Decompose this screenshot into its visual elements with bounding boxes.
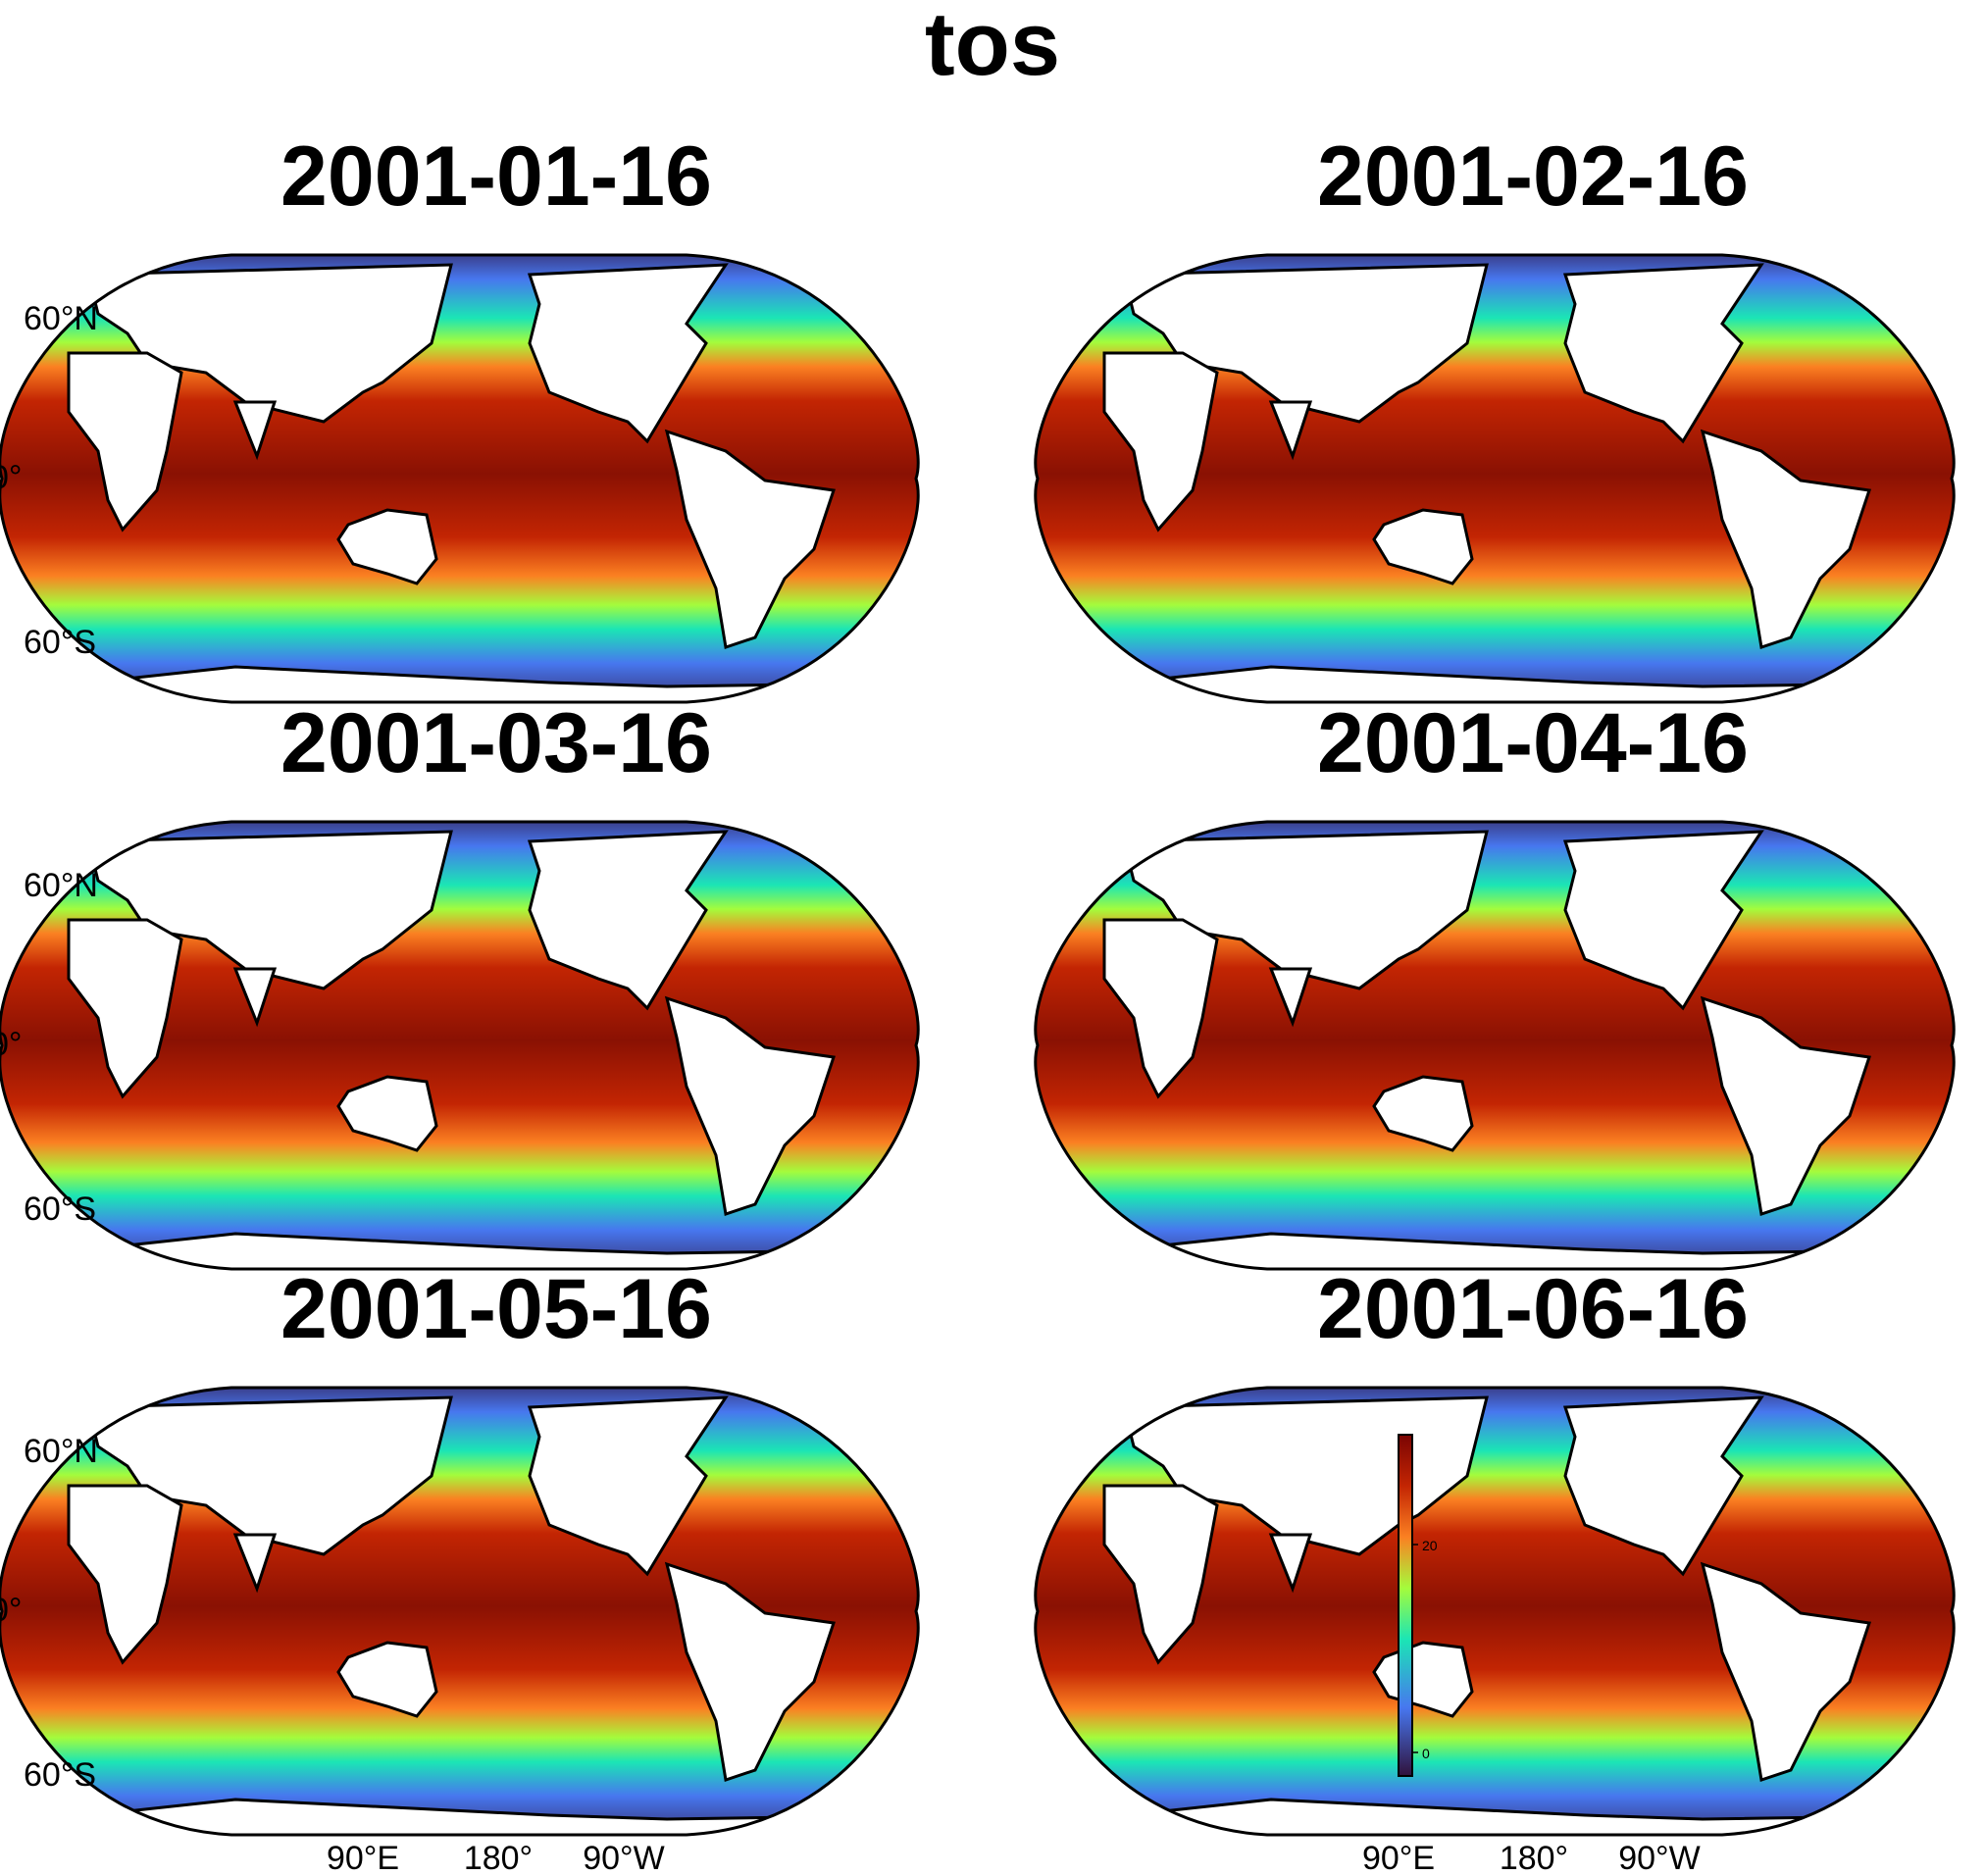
land-north-america — [1562, 1395, 1764, 1577]
land-africa — [67, 1484, 183, 1665]
land-north-america — [1562, 263, 1764, 444]
longitude-labels: 90°E 180° 90°W 90°E 180° 90°W — [327, 1840, 1701, 1876]
land-south-america — [1700, 995, 1871, 1216]
land-north-america — [1562, 830, 1764, 1011]
map-panel-6: 0 20 — [1034, 1386, 1956, 1837]
panel-title-6: 2001-06-16 — [1317, 1262, 1749, 1356]
map-panel-5: 60°N 0° 60°S — [0, 1386, 920, 1837]
land-australia — [1372, 508, 1474, 585]
map-frame — [0, 820, 920, 1271]
land-india — [232, 967, 278, 1028]
lon-label-90w-right: 90°W — [1618, 1840, 1701, 1876]
land-india — [232, 400, 278, 461]
land-africa — [1102, 1484, 1219, 1665]
colorbar-tick-20: 20 — [1422, 1538, 1438, 1553]
panel-title-3: 2001-03-16 — [280, 696, 712, 790]
panel-title-4: 2001-04-16 — [1317, 696, 1749, 790]
lat-label-equator: 0° — [0, 1026, 23, 1063]
colorbar: 0 20 — [1398, 1434, 1438, 1777]
lat-label-60s: 60°S — [24, 1191, 96, 1228]
map-panel-1: 60°N 0° 60°S — [0, 253, 920, 704]
lat-label-60s: 60°S — [24, 624, 96, 661]
lat-label-equator: 0° — [0, 459, 23, 496]
land-south-america — [1700, 429, 1871, 649]
lat-label-equator: 0° — [0, 1592, 23, 1629]
land-africa — [1102, 918, 1219, 1099]
land-eurasia — [86, 263, 453, 424]
map-panel-4 — [1034, 820, 1956, 1271]
colorbar-gradient — [1398, 1434, 1413, 1777]
land-africa — [1102, 351, 1219, 532]
lon-label-180-right: 180° — [1500, 1840, 1568, 1876]
land-australia — [336, 1641, 438, 1718]
land-eurasia — [1122, 1395, 1489, 1556]
map-panel-3: 60°N 0° 60°S — [0, 820, 920, 1271]
land-india — [1268, 967, 1313, 1028]
land-south-america — [664, 429, 836, 649]
lat-label-60s: 60°S — [24, 1756, 96, 1794]
land-north-america — [527, 263, 729, 444]
land-australia — [336, 1075, 438, 1152]
lat-label-60n: 60°N — [24, 300, 98, 337]
lon-label-90e-left: 90°E — [327, 1840, 399, 1876]
land-africa — [67, 918, 183, 1099]
land-south-america — [664, 1561, 836, 1782]
lon-label-90w-left: 90°W — [583, 1840, 665, 1876]
land-india — [1268, 1533, 1313, 1594]
lat-label-60n: 60°N — [24, 867, 98, 904]
land-north-america — [527, 830, 729, 1011]
map-frame — [0, 253, 920, 704]
land-eurasia — [86, 830, 453, 990]
land-india — [1268, 400, 1313, 461]
land-africa — [67, 351, 183, 532]
panel-title-1: 2001-01-16 — [280, 129, 712, 224]
land-north-america — [527, 1395, 729, 1577]
map-frame — [0, 1386, 920, 1837]
colorbar-tick-0: 0 — [1422, 1746, 1430, 1761]
map-frame — [1034, 253, 1956, 704]
panel-title-5: 2001-05-16 — [280, 1262, 712, 1356]
lon-label-180-left: 180° — [464, 1840, 533, 1876]
land-south-america — [1700, 1561, 1871, 1782]
map-frame — [1034, 1386, 1956, 1837]
land-eurasia — [1122, 830, 1489, 990]
map-panel-2 — [1034, 253, 1956, 704]
figure-title: tos — [925, 0, 1060, 94]
panel-title-2: 2001-02-16 — [1317, 129, 1749, 224]
land-eurasia — [86, 1395, 453, 1556]
map-frame — [1034, 820, 1956, 1271]
lat-label-60n: 60°N — [24, 1433, 98, 1470]
land-eurasia — [1122, 263, 1489, 424]
lon-label-90e-right: 90°E — [1362, 1840, 1435, 1876]
land-india — [232, 1533, 278, 1594]
land-australia — [336, 508, 438, 585]
land-south-america — [664, 995, 836, 1216]
land-australia — [1372, 1075, 1474, 1152]
